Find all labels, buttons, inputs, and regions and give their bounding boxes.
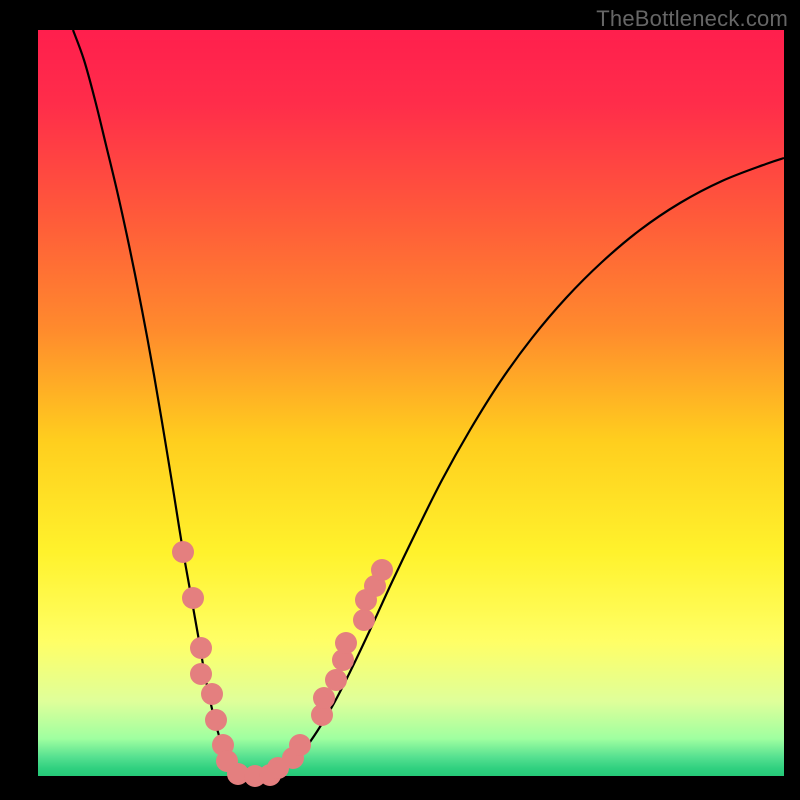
data-marker [313, 687, 335, 709]
bottleneck-chart [0, 0, 800, 800]
data-marker [289, 734, 311, 756]
data-marker [205, 709, 227, 731]
data-marker [190, 637, 212, 659]
chart-container: TheBottleneck.com [0, 0, 800, 800]
data-marker [172, 541, 194, 563]
data-marker [353, 609, 375, 631]
data-marker [325, 669, 347, 691]
watermark-text: TheBottleneck.com [596, 6, 788, 32]
data-marker [335, 632, 357, 654]
data-marker [190, 663, 212, 685]
data-marker [371, 559, 393, 581]
data-marker [182, 587, 204, 609]
data-marker [201, 683, 223, 705]
plot-background [38, 30, 784, 776]
